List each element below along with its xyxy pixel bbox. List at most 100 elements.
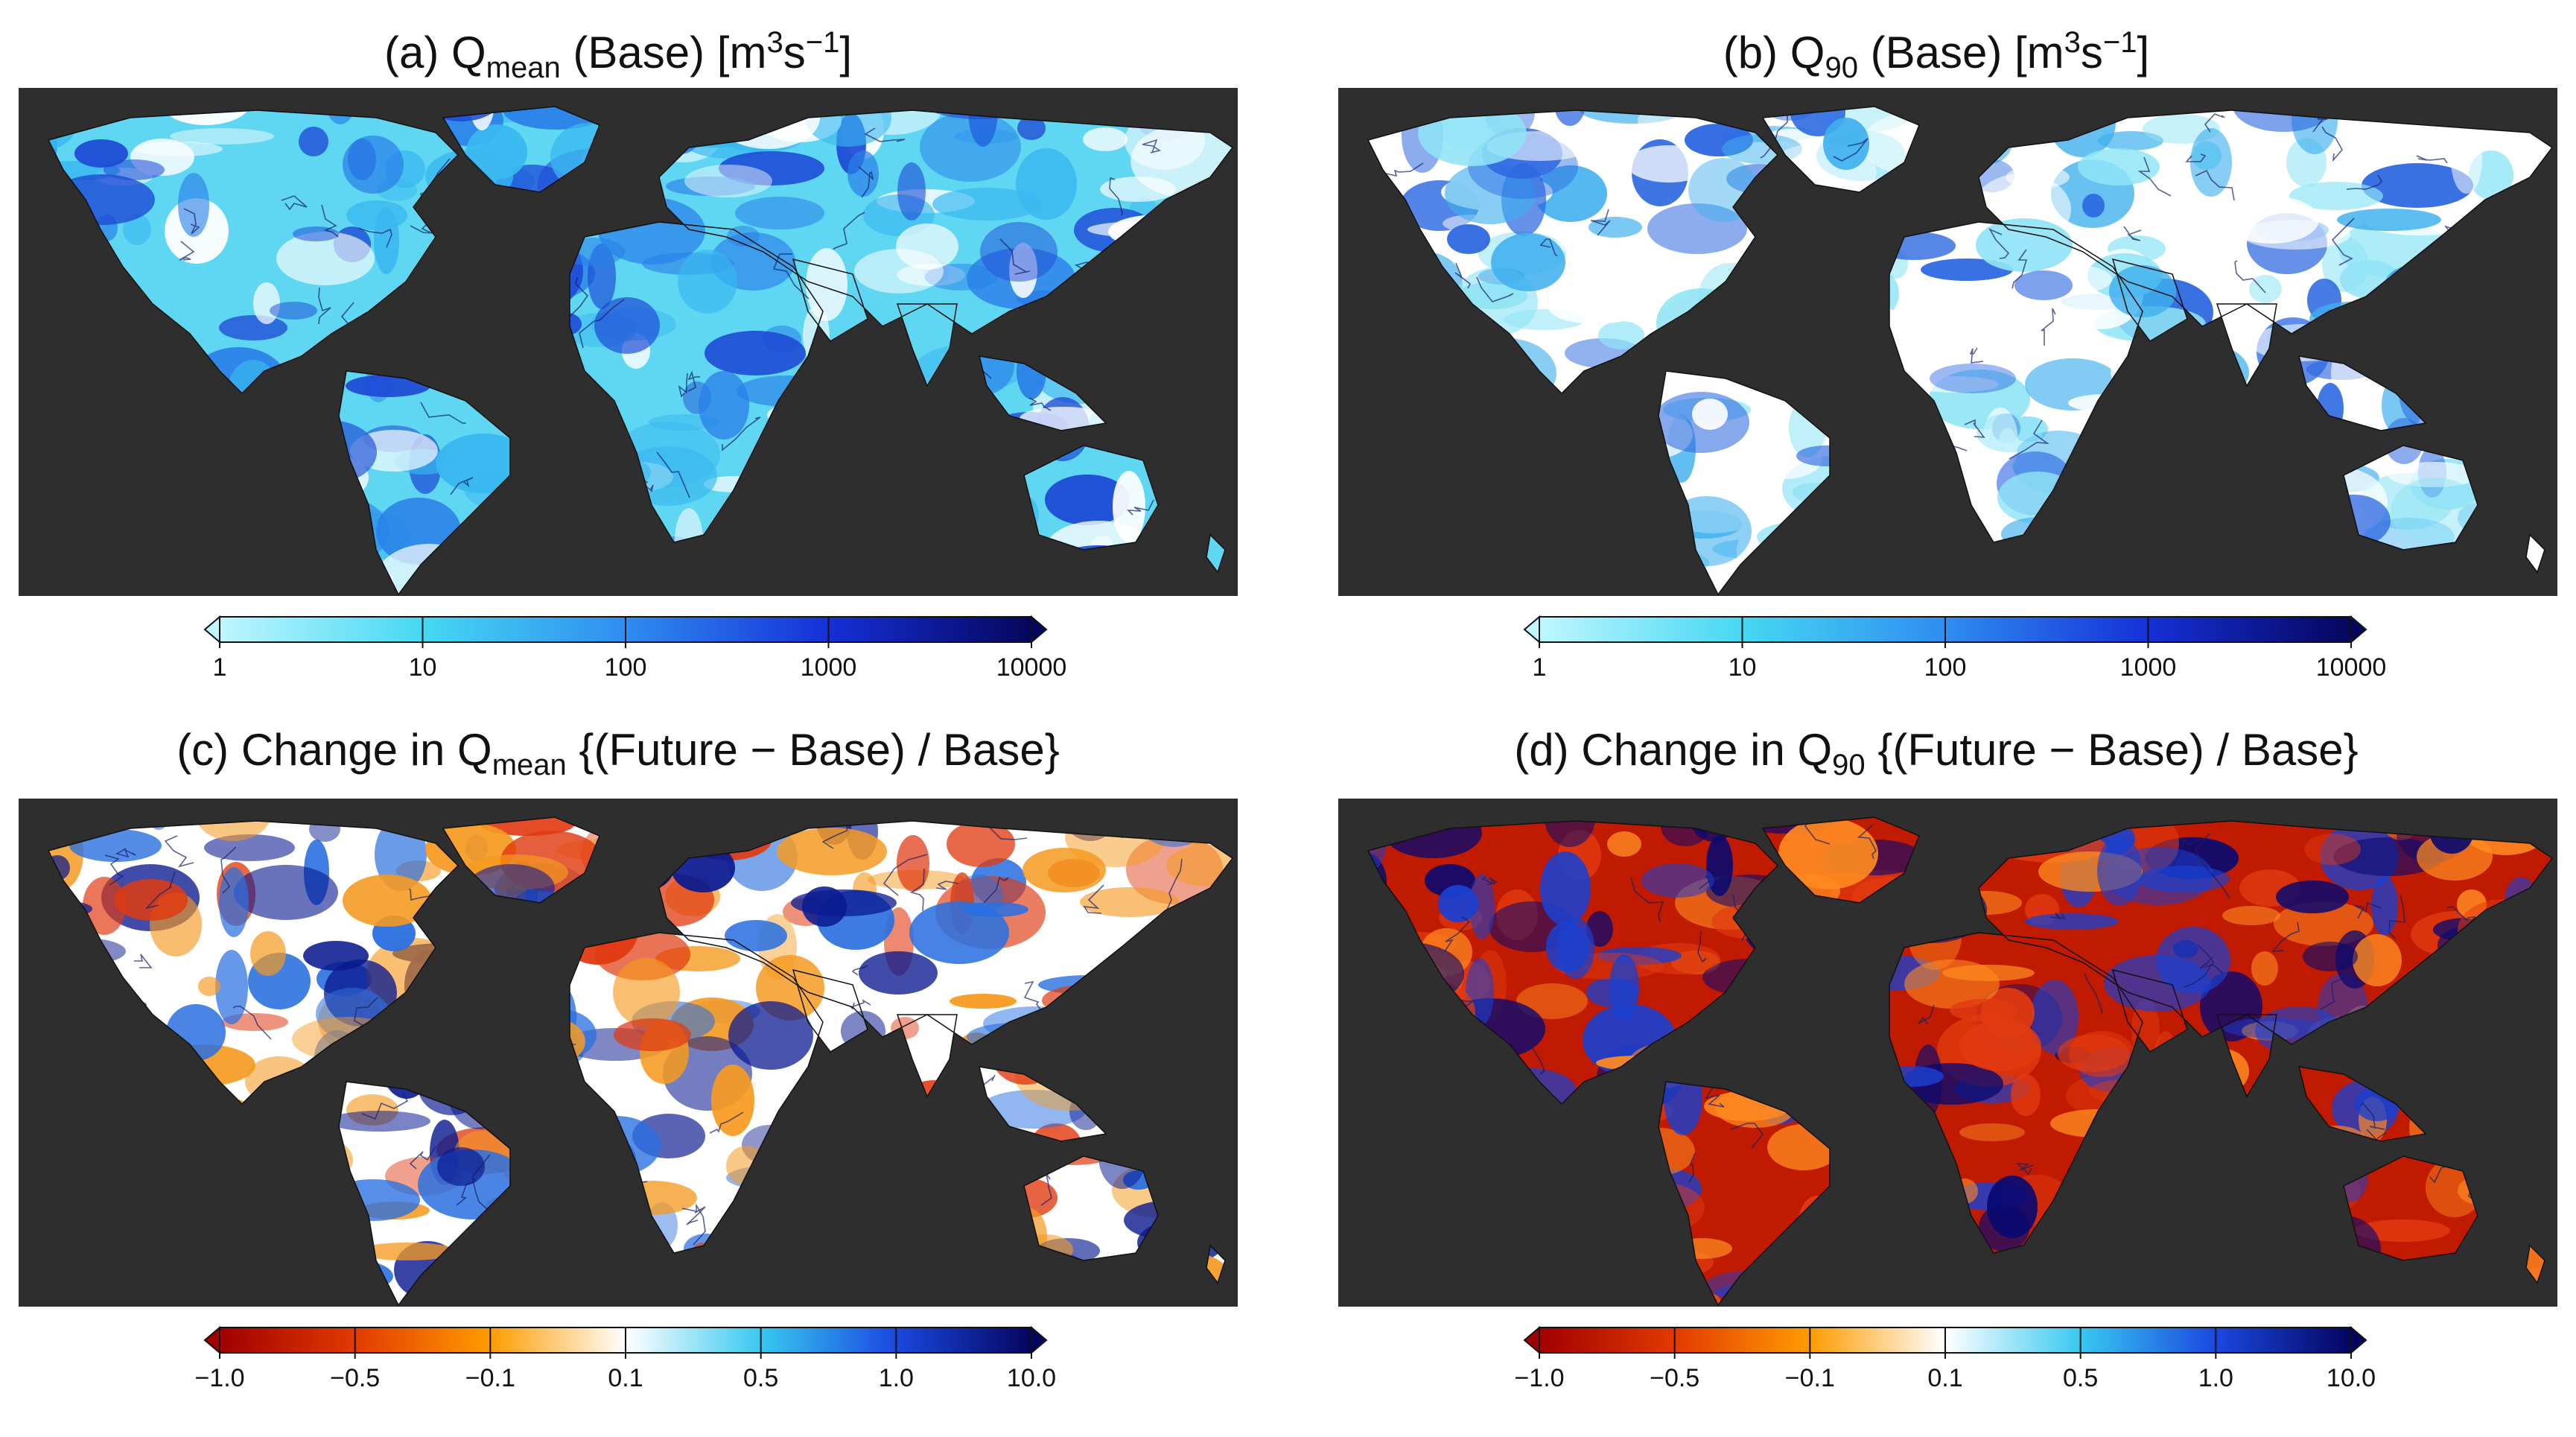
land-value-patch xyxy=(2058,1035,2129,1072)
land-value-patch xyxy=(1504,1203,1577,1225)
land-value-patch xyxy=(1418,107,1527,166)
river-line xyxy=(19,594,32,596)
river-line xyxy=(252,419,270,448)
land-value-patch xyxy=(1368,1167,1445,1239)
river-line xyxy=(151,463,171,486)
colorbar-tick-label: 100 xyxy=(1924,653,1967,682)
land-value-patch xyxy=(1175,1078,1233,1114)
land-value-patch xyxy=(1469,1068,1576,1111)
land-value-patch xyxy=(1831,264,1899,323)
land-value-patch xyxy=(1125,1128,1183,1144)
river-line xyxy=(2147,799,2161,810)
land-value-patch xyxy=(2414,1269,2475,1305)
land-value-patch xyxy=(1438,885,1478,922)
land-value-patch xyxy=(1699,1043,1740,1088)
river-line xyxy=(1163,1129,1186,1160)
land-value-patch xyxy=(146,1272,210,1290)
land-value-patch xyxy=(1706,875,1796,909)
land-value-patch xyxy=(1381,378,1435,448)
land-value-patch xyxy=(908,1266,953,1305)
land-value-patch xyxy=(1124,1200,1221,1240)
colorbar-tick-label: −1.0 xyxy=(194,1364,245,1392)
land-value-patch xyxy=(559,238,625,266)
river-line xyxy=(2185,153,2207,162)
land-fill xyxy=(48,817,1233,1305)
river-line xyxy=(880,494,913,510)
land-value-patch xyxy=(847,150,879,197)
land-value-patch xyxy=(490,551,590,570)
river-line xyxy=(2183,944,2214,988)
land-value-patch xyxy=(958,410,1026,478)
land-value-patch xyxy=(807,1228,867,1285)
river-line xyxy=(123,530,144,549)
coastline-india xyxy=(896,1014,958,1098)
land-value-patch xyxy=(2082,194,2105,218)
colorbar-extend-min xyxy=(1523,1325,1540,1355)
river-line xyxy=(2011,249,2028,289)
land-value-patch xyxy=(859,951,938,995)
land-value-patch xyxy=(1036,350,1124,404)
land-value-patch xyxy=(1013,1268,1058,1290)
land-value-patch xyxy=(68,1092,121,1131)
coastline-south-america xyxy=(1658,370,1831,596)
land-value-patch xyxy=(2326,1252,2393,1305)
land-value-patch xyxy=(2200,971,2262,1041)
land-value-patch xyxy=(899,1080,970,1131)
land-value-patch xyxy=(1757,521,1857,553)
river-line xyxy=(1368,1238,1372,1250)
river-line xyxy=(839,425,857,476)
land-value-patch xyxy=(357,1243,457,1260)
river-line xyxy=(2360,1102,2385,1130)
land-value-patch xyxy=(1773,178,1804,247)
coastline-australia xyxy=(2343,1155,2478,1261)
land-value-patch xyxy=(2458,899,2550,962)
land-value-patch xyxy=(58,250,91,287)
river-line xyxy=(858,166,874,198)
coastline-north-america xyxy=(1367,110,1779,395)
land-value-patch xyxy=(1852,877,1934,914)
land-value-patch xyxy=(675,548,767,585)
land-value-patch xyxy=(89,1233,136,1266)
land-value-patch xyxy=(950,485,1039,543)
land-value-patch xyxy=(1545,485,1583,522)
land-value-patch xyxy=(1087,221,1199,238)
land-value-patch xyxy=(124,547,185,583)
land-value-patch xyxy=(897,162,926,221)
land-value-patch xyxy=(198,977,220,996)
river-line xyxy=(1345,372,1365,402)
land-value-patch xyxy=(592,467,632,515)
river-line xyxy=(579,299,625,349)
land-value-patch xyxy=(496,498,602,536)
river-line xyxy=(1481,876,1498,886)
land-value-patch xyxy=(122,563,195,580)
land-value-patch xyxy=(1138,548,1165,594)
panel-b-title-sup1: 3 xyxy=(2064,26,2081,59)
land-value-patch xyxy=(147,517,227,556)
coastline-india xyxy=(2216,303,2277,387)
land-value-patch xyxy=(204,834,295,861)
river-line xyxy=(2346,174,2382,190)
land-value-patch xyxy=(2478,1021,2505,1092)
land-value-patch xyxy=(1814,521,1866,565)
land-value-patch xyxy=(1596,1056,1679,1070)
land-value-patch xyxy=(1368,554,1421,572)
river-line xyxy=(1373,1140,1392,1163)
river-line xyxy=(2551,431,2552,472)
coastline-europe-asia xyxy=(658,820,1234,1045)
land-value-patch xyxy=(1125,1072,1164,1130)
land-value-patch xyxy=(1795,1012,1826,1061)
land-value-patch xyxy=(381,1026,433,1099)
river-line xyxy=(1590,209,1611,236)
land-value-patch xyxy=(1396,1030,1469,1098)
land-value-patch xyxy=(1208,1133,1233,1196)
river-line xyxy=(2172,837,2204,868)
land-value-patch xyxy=(1072,321,1165,394)
land-value-patch xyxy=(1380,495,1428,516)
river-line xyxy=(1627,107,1646,112)
river-line xyxy=(1857,824,1877,860)
land-value-patch xyxy=(253,282,280,324)
land-value-patch xyxy=(1478,817,1519,825)
land-value-patch xyxy=(1368,185,1374,213)
river-line xyxy=(591,1123,623,1138)
land-value-patch xyxy=(1194,1173,1233,1221)
